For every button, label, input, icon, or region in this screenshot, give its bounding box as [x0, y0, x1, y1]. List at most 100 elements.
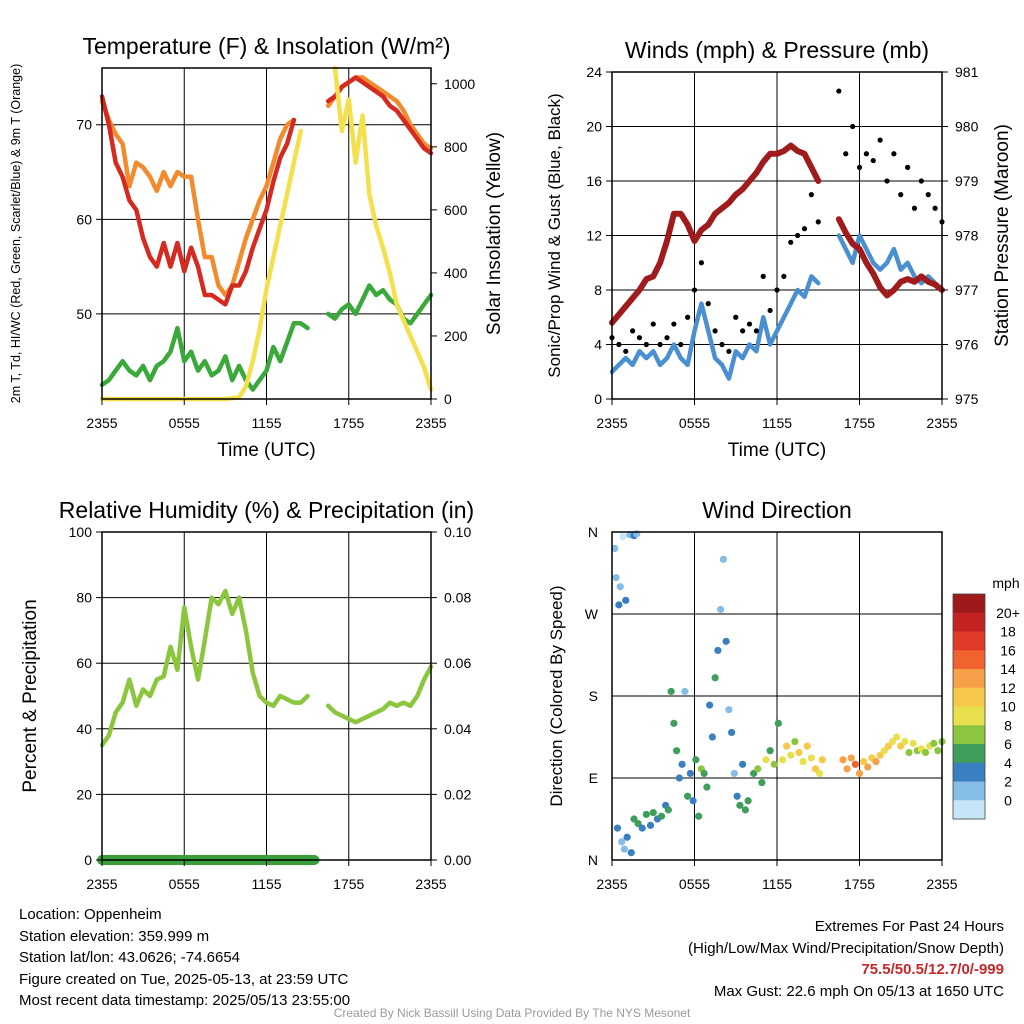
direction-point [733, 792, 741, 800]
x-tick-label: 1755 [333, 415, 364, 431]
winds-xlabel: Time (UTC) [728, 440, 827, 461]
direction-point [884, 742, 892, 750]
direction-point [807, 754, 815, 762]
direction-point [934, 747, 942, 755]
winds-series-pressure [609, 142, 945, 326]
x-tick-label: 2355 [86, 876, 117, 892]
y-tick-label: 80 [76, 590, 92, 606]
direction-point [843, 765, 851, 773]
direction-point [630, 815, 638, 823]
gust-point [767, 307, 773, 314]
max-gust-text: Max Gust: 22.6 mph On 05/13 at 1650 UTC [713, 982, 1004, 1000]
direction-point [618, 838, 626, 846]
direction-point [619, 532, 627, 541]
gust-point [781, 273, 787, 279]
location-text: Location: Oppenheim [19, 906, 162, 923]
extremes-values: 75.5/50.5/12.7/0/-999 [861, 961, 1004, 978]
y-tick-label: 24 [586, 64, 602, 80]
direction-point [711, 674, 719, 682]
direction-point [864, 763, 872, 771]
direction-point [703, 783, 711, 791]
direction-point [657, 812, 666, 820]
y-tick-label: 12 [586, 228, 602, 244]
y-tick-label: 20 [76, 786, 92, 802]
direction-point [675, 774, 683, 782]
direction-point [719, 555, 727, 563]
colorbar-swatch [953, 800, 985, 820]
direction-point [678, 760, 686, 768]
direction-point [706, 701, 714, 709]
direction-point [905, 748, 913, 757]
winds-ylabel: Sonic/Prop Wind & Gust (Blue, Black) [545, 93, 564, 377]
gust-point [671, 321, 677, 327]
y-tick-label: N [588, 524, 598, 540]
direction-point [847, 754, 855, 762]
created-text: Figure created on Tue, 2025-05-13, at 23… [19, 970, 349, 988]
direction-point [888, 737, 897, 746]
y2-tick-label: 980 [955, 119, 979, 135]
direction-point [811, 765, 820, 773]
gust-point [719, 341, 725, 348]
direction-point [741, 806, 749, 814]
colorbar-swatch [953, 744, 985, 764]
colorbar-swatch [953, 706, 985, 726]
gust-point [733, 314, 739, 320]
colorbar-label: 20+ [996, 605, 1020, 621]
direction-point [893, 733, 901, 741]
direction-point [774, 719, 782, 727]
direction-point [795, 748, 803, 757]
wind_direction-ylabel: Direction (Colored By Speed) [547, 585, 566, 806]
y2-tick-label: 800 [444, 139, 468, 155]
direction-point [613, 824, 622, 832]
direction-point [649, 809, 657, 817]
colorbar-label: 16 [1000, 642, 1016, 658]
gust-point [726, 348, 732, 354]
temperature-series-2 [99, 283, 434, 392]
direction-point [638, 824, 646, 832]
gust-point [891, 151, 897, 157]
gust-point [685, 314, 691, 320]
colorbar-swatch [953, 725, 985, 745]
x-tick-label: 0555 [169, 415, 200, 431]
colorbar-title: mph [992, 575, 1019, 591]
direction-point [686, 769, 694, 778]
latlon-text: Station lat/lon: 43.0626; -74.6654 [19, 949, 241, 966]
direction-point [739, 760, 747, 768]
x-tick-label: 0555 [679, 876, 710, 892]
y2-tick-label: 0.06 [444, 655, 471, 671]
direction-point [839, 756, 847, 764]
y2-tick-label: 0.02 [444, 786, 471, 802]
extremes-info: Extremes For Past 24 Hours (High/Low/Max… [688, 916, 1004, 1002]
elevation-text: Station elevation: 359.999 m [19, 927, 210, 945]
y-tick-label: 16 [586, 173, 602, 189]
direction-point [799, 758, 807, 766]
y-tick-label: 100 [69, 524, 93, 540]
y2-tick-label: 977 [955, 282, 979, 298]
gust-point [925, 192, 931, 198]
gust-point [911, 205, 918, 211]
direction-point [634, 819, 642, 828]
direction-point [909, 739, 917, 747]
colorbar-label: 4 [1004, 755, 1012, 771]
direction-point [762, 756, 770, 764]
gust-point [836, 88, 842, 94]
colorbar-swatch [953, 781, 985, 801]
direction-point [642, 810, 650, 819]
direction-point [612, 573, 620, 582]
winds-title: Winds (mph) & Pressure (mb) [625, 37, 929, 63]
x-tick-label: 1755 [844, 415, 875, 431]
direction-point [860, 758, 868, 766]
y2-tick-label: 1000 [444, 76, 475, 92]
x-tick-label: 1155 [251, 415, 281, 431]
station-info: Location: Oppenheim Station elevation: 3… [19, 904, 350, 1012]
y2-tick-label: 976 [955, 337, 979, 353]
direction-point [855, 769, 864, 778]
direction-point [728, 728, 736, 737]
x-tick-label: 2355 [415, 415, 446, 431]
gust-point [856, 164, 863, 170]
gust-point [664, 335, 670, 341]
y2-tick-label: 0.04 [444, 721, 471, 737]
humidity-series-rh [99, 588, 434, 748]
direction-point [622, 596, 630, 604]
